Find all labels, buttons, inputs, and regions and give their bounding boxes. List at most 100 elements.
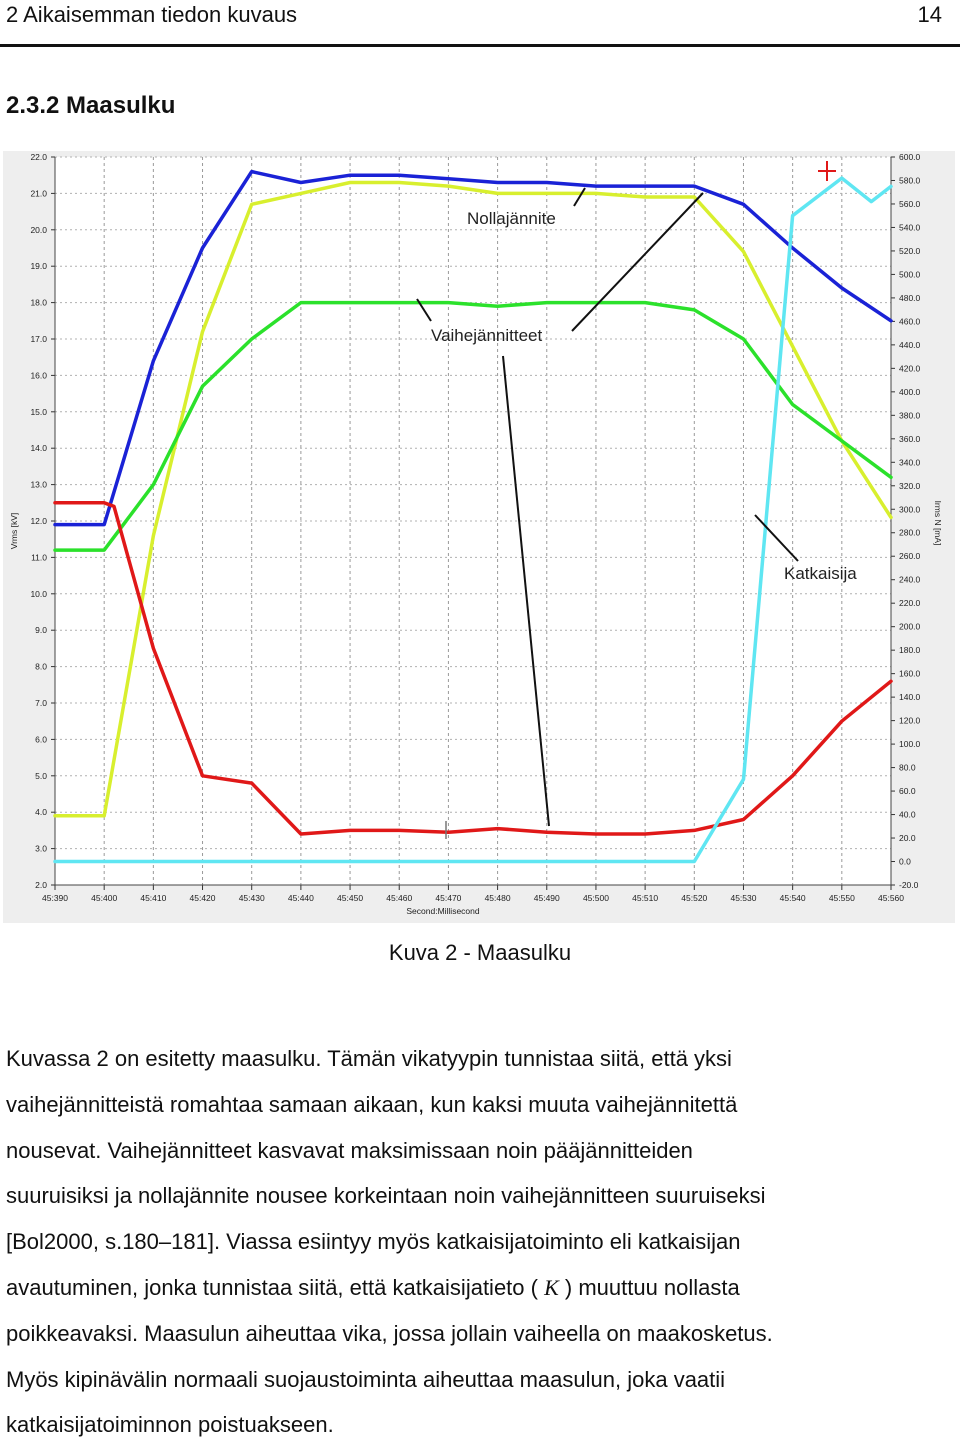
- y-right-tick-label: 160.0: [899, 669, 921, 679]
- y-right-tick-label: 540.0: [899, 222, 921, 232]
- paragraph-line: Kuvassa 2 on esitetty maasulku. Tämän vi…: [6, 1046, 732, 1071]
- y-right-tick-label: 0.0: [899, 857, 911, 867]
- y-left-tick-label: 5.0: [35, 771, 47, 781]
- page-number: 14: [917, 2, 942, 27]
- y-left-tick-label: 17.0: [30, 334, 47, 344]
- x-tick-label: 45:530: [730, 893, 756, 903]
- y-left-tick-label: 12.0: [30, 516, 47, 526]
- y-right-tick-label: 560.0: [899, 199, 921, 209]
- y-left-tick-label: 2.0: [35, 880, 47, 890]
- y-right-tick-label: 500.0: [899, 269, 921, 279]
- x-tick-label: 45:490: [534, 893, 560, 903]
- x-tick-label: 45:510: [632, 893, 658, 903]
- y-right-axis-title: Irms N [mA]: [933, 501, 943, 546]
- y-left-tick-label: 4.0: [35, 807, 47, 817]
- leader-line: [416, 298, 432, 322]
- section-title: 2.3.2 Maasulku: [6, 92, 176, 119]
- annotation-label: Katkaisija: [784, 564, 857, 583]
- y-right-tick-label: 20.0: [899, 833, 916, 843]
- paragraph-line: [Bol2000, s.180–181]. Viassa esiintyy my…: [6, 1229, 741, 1255]
- y-right-tick-label: 280.0: [899, 528, 921, 538]
- y-right-tick-label: 220.0: [899, 598, 921, 608]
- y-left-axis-title: Vrms [kV]: [9, 513, 19, 550]
- x-tick-label: 45:520: [681, 893, 707, 903]
- paragraph-line: nousevat. Vaihejännitteet kasvavat maksi…: [6, 1137, 693, 1163]
- symbol-k: K: [544, 1274, 559, 1300]
- y-right-tick-label: 440.0: [899, 340, 921, 350]
- annotation-label: Nollajännite: [467, 209, 556, 228]
- figure-caption: Kuva 2 - Maasulku: [388, 940, 572, 965]
- x-tick-label: 45:500: [583, 893, 609, 903]
- figure: 45:390 45:400 45:410 45:420 45:430 45:440 45:4…: [3, 151, 955, 923]
- paragraph-line: poikkeavaksi. Maasulun aiheuttaa vika, j…: [6, 1320, 773, 1346]
- y-right-tick-label: 60.0: [899, 786, 916, 796]
- y-right-tick-label: 520.0: [899, 246, 921, 256]
- y-right-tick-label: 460.0: [899, 316, 921, 326]
- y-left-tick-label: 19.0: [30, 261, 47, 271]
- page-header: 2 Aikaisemman tiedon kuvaus 14: [6, 0, 954, 44]
- x-tick-label: 45:440: [288, 893, 314, 903]
- line-text: ) muuttuu nollasta: [558, 1274, 740, 1300]
- y-right-tick-label: 140.0: [899, 692, 921, 702]
- x-tick-label: 45:400: [91, 893, 117, 903]
- series-line: [53, 180, 893, 818]
- y-right-tick-label: 100.0: [899, 739, 921, 749]
- x-tick-label: 45:390: [42, 893, 68, 903]
- x-tick-label: 45:540: [780, 893, 806, 903]
- paragraph-line: Myös kipinävälin normaali suojaustoimint…: [6, 1366, 726, 1392]
- y-right-tick-label: 360.0: [899, 434, 921, 444]
- y-right-tick-label: 80.0: [899, 763, 916, 773]
- series-line: [53, 501, 893, 836]
- leader-line: [754, 514, 799, 562]
- y-right-tick-label: 240.0: [899, 575, 921, 585]
- leader-line: [573, 187, 586, 207]
- y-left-tick-label: 13.0: [30, 480, 47, 490]
- paragraph-line: suuruisiksi ja nollajännite nousee korke…: [6, 1183, 766, 1209]
- y-right-tick-label: 420.0: [899, 363, 921, 373]
- y-left-tick-label: 3.0: [35, 844, 47, 854]
- y-left-tick-label: 22.0: [30, 152, 47, 162]
- y-left-tick-label: 14.0: [30, 443, 47, 453]
- body-paragraph: Kuvassa 2 on esitetty maasulku. Tämän vi…: [6, 1036, 946, 1448]
- x-tick-label: 45:430: [239, 893, 265, 903]
- series-line: [53, 169, 893, 527]
- y-right-tick-label: 260.0: [899, 551, 921, 561]
- paragraph-line: avautuminen, jonka tunnistaa siitä, että…: [6, 1265, 946, 1311]
- y-right-tick-label: 180.0: [899, 645, 921, 655]
- y-left-tick-label: 10.0: [30, 589, 47, 599]
- y-left-tick-label: 21.0: [30, 188, 47, 198]
- line-text: avautuminen, jonka tunnistaa siitä, että…: [6, 1274, 545, 1300]
- x-tick-label: 45:410: [140, 893, 166, 903]
- x-tick-label: 45:460: [386, 893, 412, 903]
- x-tick-label: 45:480: [485, 893, 511, 903]
- paragraph-line: vaihejännitteistä romahtaa samaan aikaan…: [6, 1091, 738, 1117]
- y-left-tick-label: 20.0: [30, 225, 47, 235]
- y-left-tick-label: 6.0: [35, 734, 47, 744]
- y-right-tick-label: 580.0: [899, 175, 921, 185]
- chart: 45:390 45:400 45:410 45:420 45:430 45:440 45:4…: [3, 151, 955, 923]
- x-axis-title: Second:Millisecond: [406, 906, 480, 916]
- y-right-tick-label: 200.0: [899, 622, 921, 632]
- x-tick-label: 45:550: [829, 893, 855, 903]
- y-left-tick-label: 7.0: [35, 698, 47, 708]
- leader-line: [502, 355, 550, 827]
- y-left-tick-label: 15.0: [30, 407, 47, 417]
- x-tick-label: 45:560: [878, 893, 904, 903]
- y-right-tick-label: 120.0: [899, 716, 921, 726]
- y-right-tick-label: 40.0: [899, 810, 916, 820]
- series-line: [53, 300, 893, 552]
- y-left-tick-label: 8.0: [35, 662, 47, 672]
- x-tick-label: 45:450: [337, 893, 363, 903]
- y-left-tick-label: 16.0: [30, 370, 47, 380]
- y-left-tick-label: 11.0: [31, 552, 47, 562]
- y-right-tick-label: 400.0: [899, 387, 921, 397]
- y-left-tick-label: 18.0: [30, 298, 47, 308]
- y-left-tick-label: 9.0: [35, 625, 47, 635]
- annotation-label: Vaihejännitteet: [431, 326, 542, 345]
- leader-line: [571, 192, 704, 332]
- y-right-tick-label: 340.0: [899, 457, 921, 467]
- y-right-tick-label: 600.0: [899, 152, 921, 162]
- y-right-tick-label: 320.0: [899, 481, 921, 491]
- header-rule: [0, 44, 960, 47]
- x-tick-label: 45:470: [435, 893, 461, 903]
